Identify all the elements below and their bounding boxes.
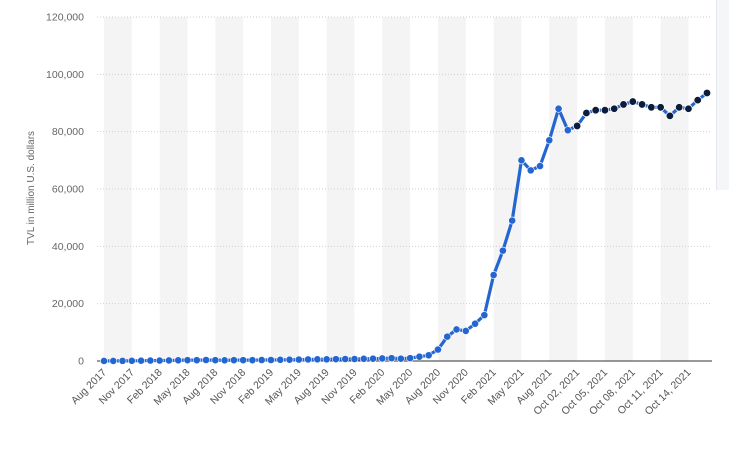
data-point[interactable] xyxy=(656,103,665,112)
data-point[interactable] xyxy=(304,355,312,364)
data-point[interactable] xyxy=(600,105,610,115)
data-point[interactable] xyxy=(313,355,322,364)
data-point[interactable] xyxy=(406,354,415,363)
data-point[interactable] xyxy=(665,111,675,121)
data-point[interactable] xyxy=(332,355,340,364)
data-point[interactable] xyxy=(526,166,535,175)
data-point[interactable] xyxy=(341,355,350,363)
data-point[interactable] xyxy=(192,356,201,365)
data-point[interactable] xyxy=(619,100,628,109)
data-point[interactable] xyxy=(137,356,146,365)
data-point[interactable] xyxy=(369,354,377,363)
data-point[interactable] xyxy=(572,121,582,131)
y-tick-label: 0 xyxy=(78,356,84,368)
data-point[interactable] xyxy=(443,332,452,341)
data-point[interactable] xyxy=(350,355,359,363)
data-point[interactable] xyxy=(211,356,220,365)
data-point[interactable] xyxy=(702,88,712,98)
data-point[interactable] xyxy=(155,356,164,365)
data-point[interactable] xyxy=(174,356,183,365)
data-point[interactable] xyxy=(165,356,173,365)
data-point[interactable] xyxy=(508,216,517,225)
data-point[interactable] xyxy=(387,354,396,363)
data-point[interactable] xyxy=(285,355,294,364)
y-axis: 0 20,000 40,000 60,000 80,000 100,000 120,000 xyxy=(46,12,84,368)
data-point[interactable] xyxy=(545,136,554,145)
data-point[interactable] xyxy=(248,356,257,365)
data-point[interactable] xyxy=(536,162,544,170)
alternating-bands xyxy=(104,17,689,361)
data-point[interactable] xyxy=(378,354,387,363)
data-point[interactable] xyxy=(294,355,303,364)
y-tick-label: 60,000 xyxy=(52,184,84,196)
gridlines xyxy=(97,16,712,305)
data-point[interactable] xyxy=(554,104,563,113)
data-point[interactable] xyxy=(461,326,470,335)
data-point[interactable] xyxy=(424,351,433,360)
data-point[interactable] xyxy=(582,108,591,118)
data-point[interactable] xyxy=(434,345,442,354)
data-point[interactable] xyxy=(674,103,684,112)
y-axis-label: TVL in million U.S. dollars xyxy=(26,131,37,245)
y-tick-label: 40,000 xyxy=(52,241,84,253)
data-point[interactable] xyxy=(647,103,656,112)
background-band xyxy=(270,17,299,361)
data-point[interactable] xyxy=(517,156,526,165)
data-point[interactable] xyxy=(684,104,693,113)
data-point[interactable] xyxy=(146,356,155,365)
data-point[interactable] xyxy=(267,356,275,364)
data-point[interactable] xyxy=(499,246,507,255)
data-point[interactable] xyxy=(480,311,489,320)
data-point[interactable] xyxy=(239,356,248,365)
data-point[interactable] xyxy=(359,354,368,363)
y-tick-label: 80,000 xyxy=(52,126,84,138)
data-point[interactable] xyxy=(229,356,238,365)
background-band xyxy=(660,17,689,361)
data-point[interactable] xyxy=(396,354,405,363)
data-point[interactable] xyxy=(118,356,127,365)
data-point[interactable] xyxy=(202,356,210,364)
background-band xyxy=(382,17,411,361)
data-point[interactable] xyxy=(563,126,572,135)
data-point[interactable] xyxy=(591,105,600,115)
data-point[interactable] xyxy=(100,357,108,365)
data-point[interactable] xyxy=(415,352,424,361)
data-point[interactable] xyxy=(276,355,285,364)
data-point[interactable] xyxy=(628,97,637,106)
side-panel-edge xyxy=(716,0,729,190)
series-points-group xyxy=(100,88,712,365)
data-point[interactable] xyxy=(471,319,479,328)
y-tick-label: 20,000 xyxy=(52,298,84,310)
y-tick-label: 100,000 xyxy=(46,69,84,81)
data-point[interactable] xyxy=(489,271,498,279)
data-point[interactable] xyxy=(109,357,118,365)
data-point[interactable] xyxy=(322,355,331,364)
data-point[interactable] xyxy=(610,104,619,113)
data-point[interactable] xyxy=(127,356,136,365)
data-point[interactable] xyxy=(637,100,647,109)
data-point[interactable] xyxy=(183,356,192,365)
y-tick-label: 120,000 xyxy=(46,12,84,24)
data-point[interactable] xyxy=(452,325,461,334)
data-point[interactable] xyxy=(257,356,266,364)
data-point[interactable] xyxy=(693,95,702,105)
data-point[interactable] xyxy=(220,356,229,365)
background-band xyxy=(159,17,188,361)
